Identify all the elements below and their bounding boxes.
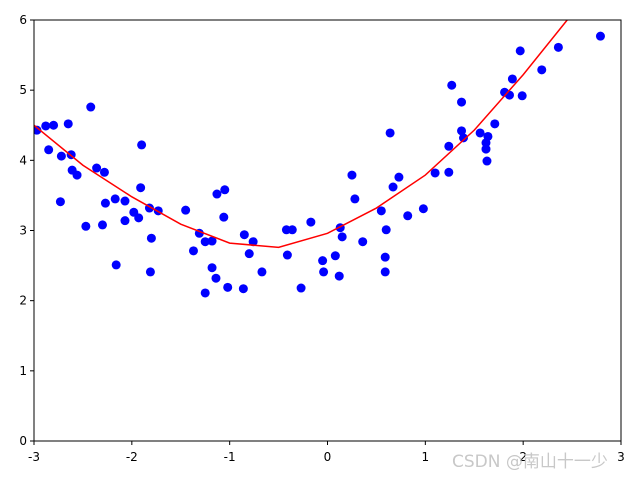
point [537,65,547,75]
point [515,46,525,56]
point [110,194,120,204]
point [385,128,395,138]
point [517,91,527,101]
y-tick-label: 6 [19,13,27,27]
y-tick-label: 1 [19,364,27,378]
point [92,163,102,173]
point [219,212,229,222]
point [200,237,210,247]
point [41,121,51,131]
x-tick-label: -3 [28,450,40,464]
point [457,97,467,107]
point [447,80,457,90]
point [239,230,249,240]
point [376,206,386,216]
point [211,273,221,283]
plot [34,20,605,298]
y-tick-label: 5 [19,83,27,97]
x-tick-label: 2 [519,450,527,464]
axes-frame [33,19,622,442]
point [553,42,563,52]
point [350,194,360,204]
point [111,260,121,270]
point [358,237,368,247]
point [72,170,82,180]
point [207,236,217,246]
point [318,256,328,266]
point [394,172,404,182]
y-tick-label: 2 [19,294,27,308]
point [86,102,96,112]
x-tick-label: 1 [422,450,430,464]
watermark: CSDN @南山十一少 [452,452,608,472]
point [481,144,491,154]
y-tick-label: 4 [19,153,27,167]
point [296,283,306,293]
point [282,250,292,260]
point [56,151,66,161]
x-tick-label: 3 [617,450,625,464]
point [188,246,198,256]
point [347,170,357,180]
point [100,198,110,208]
point [257,267,267,277]
point [44,145,54,155]
point [81,221,91,231]
point [403,211,413,221]
point [430,168,440,178]
point [146,233,156,243]
point [458,133,468,143]
point [212,189,222,199]
point [381,225,391,235]
point [595,31,605,41]
point [337,232,347,242]
point [145,267,155,277]
point [238,284,248,294]
point [99,167,109,177]
point [490,119,500,129]
point [223,282,233,292]
point [319,267,329,277]
point [34,125,42,135]
point [444,167,454,177]
point [136,183,146,193]
point [55,197,65,207]
y-tick-label: 0 [19,434,27,448]
point [475,128,485,138]
point [49,120,59,130]
point [134,213,144,223]
point [380,267,390,277]
point [200,288,210,298]
y-tick-label: 3 [19,224,27,238]
fit-line [34,20,568,249]
point [248,237,258,247]
point [330,251,340,261]
point [444,141,454,151]
point [380,252,390,262]
point [97,220,107,230]
point [388,182,398,192]
point [207,263,217,273]
point [287,225,297,235]
point [482,156,492,166]
point [334,271,344,281]
point [457,126,467,136]
point [120,216,130,226]
point [306,217,316,227]
point [507,74,517,84]
point [220,185,230,195]
point [137,140,147,150]
point [418,204,428,214]
point [63,119,73,129]
x-tick-label: -2 [126,450,138,464]
point [244,249,254,259]
point [504,90,514,100]
point [181,205,191,215]
x-tick-label: 0 [324,450,332,464]
point [483,131,493,141]
x-tick-label: -1 [224,450,236,464]
point [120,196,130,206]
